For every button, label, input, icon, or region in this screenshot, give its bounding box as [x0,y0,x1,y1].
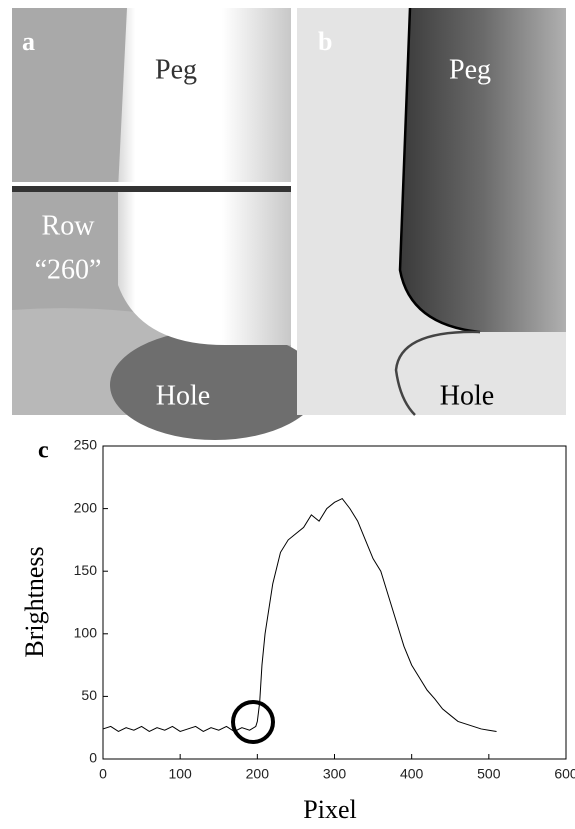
row-line [12,186,291,192]
panel-b: b Peg Hole [297,7,566,416]
row-label: “260” [35,254,102,285]
data-line [102,497,497,733]
y-axis-label: Brightness [20,546,49,657]
row-line-light [12,182,291,186]
x-tick-label: 400 [400,766,424,782]
x-tick-label: 500 [477,766,501,782]
chart: c Pixel Brightness 0 100 200 300 400 500 600 0 5… [20,437,575,824]
x-tick-label: 0 [99,766,107,782]
hole-label: Hole [440,380,494,411]
x-tick-label: 600 [554,766,575,782]
panel-label: b [318,27,332,56]
hole-edge [394,330,481,416]
annotation-circle [231,700,275,744]
x-tick-label: 200 [246,766,270,782]
hole [110,330,320,440]
x-axis-label: Pixel [303,795,356,824]
peg [400,8,566,332]
y-tick-label: 250 [74,437,98,453]
x-tick-label: 300 [323,766,347,782]
row-label: Row [42,210,96,241]
y-tick-label: 50 [81,687,97,703]
hole-label: Hole [156,380,210,411]
y-tick-label: 200 [74,499,98,515]
x-tick-label: 100 [168,766,192,782]
y-tick-label: 0 [89,750,97,766]
plot-frame [102,445,567,760]
peg-edge [398,7,481,334]
panel-label: c [38,438,49,464]
y-tick-label: 100 [74,625,98,641]
panel-a: a Peg Row “260” Hole [12,8,320,440]
y-tick-label: 150 [74,562,98,578]
peg-label: Peg [449,54,491,85]
peg [118,8,291,345]
panel-label: a [22,27,35,56]
peg-label: Peg [155,54,197,85]
